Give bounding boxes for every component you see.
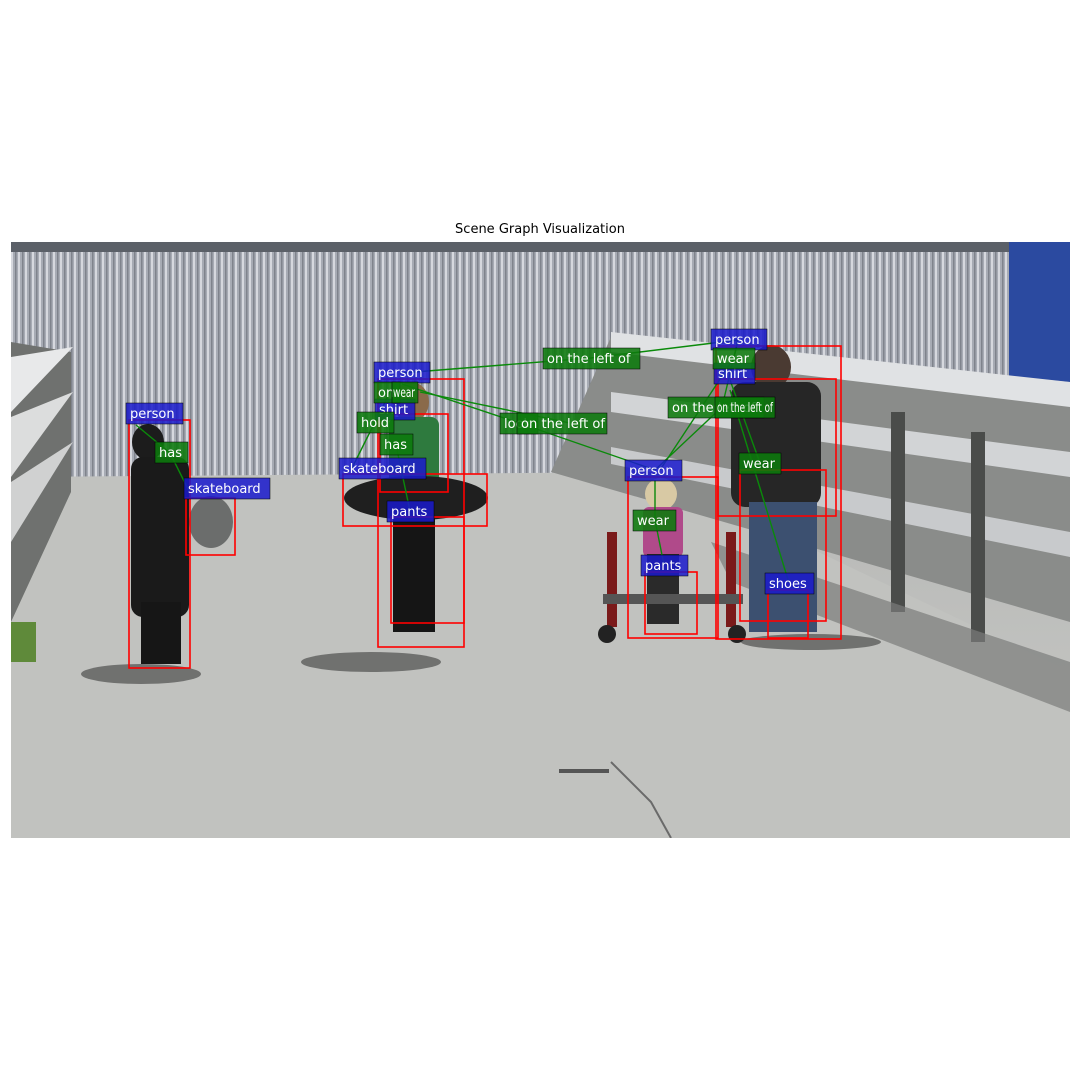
relation-label-on-left-1: on the left of [542, 347, 641, 370]
object-label-person-3: person [624, 459, 683, 482]
relation-label-wear-4: wear [632, 509, 677, 532]
relation-label-text: has [159, 446, 182, 461]
object-label-text: person [378, 366, 423, 381]
bbox-pants-2 [644, 571, 698, 635]
figure-title: Scene Graph Visualization [455, 222, 625, 237]
object-label-text: skateboard [188, 482, 261, 497]
relation-label-text: wear [717, 352, 750, 367]
object-label-text: pants [391, 505, 428, 520]
relation-label-text: on [378, 386, 394, 401]
bbox-shirt-3 [739, 469, 827, 622]
relation-label-text: has [384, 438, 407, 453]
relation-label-on-left-4: on the left of [714, 396, 776, 419]
relation-label-text: on the left of [717, 401, 773, 416]
object-label-text: skateboard [343, 462, 416, 477]
relation-label-wear-2: wear [712, 347, 756, 370]
bbox-pants-1 [390, 516, 465, 624]
relation-label-hold: hold [356, 411, 395, 434]
relation-label-text: hold [361, 416, 389, 431]
relation-label-text: on the left of [547, 352, 631, 367]
object-label-pants-1: pants [386, 500, 435, 523]
relation-label-wear-1: wear [391, 381, 419, 404]
object-label-text: person [715, 333, 760, 348]
relation-label-text: wear [637, 514, 670, 529]
object-label-text: person [629, 464, 674, 479]
object-label-person-4: person [710, 328, 768, 351]
object-label-text: person [130, 407, 175, 422]
bbox-person-4 [715, 345, 842, 640]
relation-label-on-left-2: on the left of [516, 412, 608, 435]
bbox-skateboard-1 [185, 497, 236, 556]
object-label-skateboard-1: skateboard [183, 477, 271, 500]
relation-label-text: on the left of [521, 417, 605, 432]
object-label-pants-2: pants [640, 554, 689, 577]
relation-label-has-2: has [379, 433, 414, 456]
relation-label-text: wear [393, 386, 415, 401]
object-label-shoes: shoes [764, 572, 815, 595]
object-label-person-1: person [125, 402, 184, 425]
object-label-person-2: person [373, 361, 431, 384]
bbox-shoes [767, 589, 809, 639]
relation-label-text: wear [743, 457, 776, 472]
relation-label-wear-3: wear [738, 452, 782, 475]
edge-wear-5 [729, 389, 790, 584]
edge-look [401, 383, 520, 424]
object-label-text: shoes [769, 577, 807, 592]
relation-label-has-1: has [154, 441, 189, 464]
bbox-shirt-2 [717, 378, 837, 517]
object-label-skateboard-2: skateboard [338, 457, 427, 480]
edge-wear-4 [729, 379, 761, 464]
object-label-text: pants [645, 559, 682, 574]
object-label-text: shirt [718, 367, 747, 382]
